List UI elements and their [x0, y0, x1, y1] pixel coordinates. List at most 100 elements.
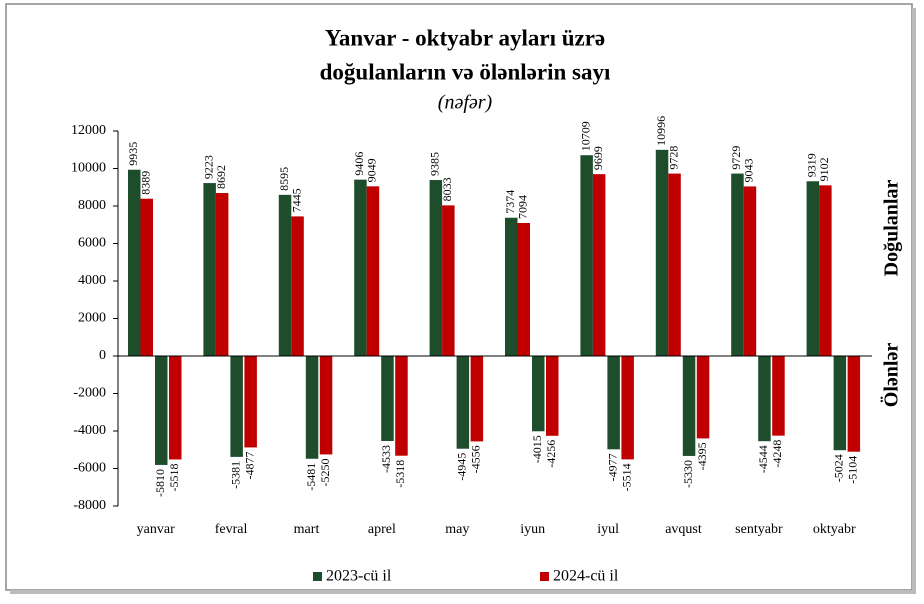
bar	[621, 356, 634, 460]
y-tick-label: 12000	[71, 123, 106, 138]
bar	[442, 205, 455, 356]
data-label: 8389	[139, 171, 153, 195]
bar	[517, 222, 530, 356]
bar	[169, 356, 182, 460]
data-label: -5518	[167, 463, 181, 491]
bar	[806, 181, 820, 356]
data-label: -5481	[304, 463, 318, 491]
data-label: -4977	[605, 453, 619, 481]
y-tick-label: 0	[99, 348, 106, 363]
data-label: -5330	[681, 460, 695, 488]
bar	[140, 198, 153, 356]
bar	[505, 217, 518, 356]
y-tick-label: 4000	[78, 273, 106, 288]
data-label: 8595	[277, 167, 291, 191]
data-label: 8033	[440, 177, 454, 201]
data-label: 7445	[289, 188, 303, 212]
bar	[319, 356, 333, 455]
side-label: Ölənlər	[880, 343, 903, 408]
data-label: 9043	[742, 158, 756, 182]
bar	[668, 173, 681, 356]
data-label: 9223	[201, 155, 215, 179]
x-tick-label: iyul	[597, 522, 619, 537]
bar	[366, 186, 380, 356]
x-tick-label: oktyabr	[813, 522, 856, 537]
data-label: 9319	[805, 153, 819, 177]
data-label: -5514	[619, 463, 633, 491]
bar	[429, 180, 443, 356]
frame-shadow	[10, 590, 916, 594]
bar	[696, 356, 710, 439]
bar	[682, 356, 696, 456]
chart-title: Yanvar - oktyabr ayları üzrə	[325, 25, 605, 50]
side-label: Doğulanlar	[881, 180, 903, 277]
bar	[278, 194, 292, 356]
bar	[847, 356, 861, 452]
legend-swatch	[540, 572, 549, 581]
frame	[5, 3, 913, 591]
bar	[456, 356, 470, 449]
bar	[758, 356, 771, 442]
legend-swatch	[313, 572, 322, 581]
bar	[203, 183, 216, 356]
data-label: -4877	[242, 451, 256, 479]
bar	[128, 169, 141, 356]
data-label: -4533	[379, 445, 393, 473]
data-label: 9729	[729, 146, 743, 170]
data-label: -5810	[153, 469, 167, 497]
bar	[655, 149, 669, 356]
bar	[354, 179, 367, 356]
bar	[470, 356, 484, 442]
data-label: 9049	[365, 158, 379, 182]
bar	[819, 185, 832, 356]
bar	[743, 186, 757, 356]
chart-subtitle: (nəfər)	[438, 92, 493, 114]
data-label: -4248	[770, 440, 784, 468]
y-tick-label: -8000	[73, 498, 106, 513]
chart-title: doğulanların və ölənlərin sayı	[320, 59, 611, 84]
x-tick-label: fevral	[215, 522, 248, 537]
bar	[546, 356, 559, 436]
data-label: -5024	[832, 454, 846, 482]
data-label: -5318	[393, 460, 407, 488]
frame-shadow	[912, 8, 916, 594]
data-label: 9406	[352, 152, 366, 176]
bar	[607, 356, 620, 450]
data-label: -4395	[695, 442, 709, 470]
bar	[381, 356, 394, 441]
x-tick-label: iyun	[520, 522, 545, 537]
x-tick-label: aprel	[368, 522, 396, 537]
bar	[592, 174, 606, 356]
data-label: -4544	[756, 445, 770, 473]
data-label: -4256	[544, 440, 558, 468]
data-label: 9385	[428, 152, 442, 176]
x-tick-label: sentyabr	[735, 522, 783, 537]
bar	[833, 356, 847, 451]
bar	[395, 356, 408, 456]
y-tick-label: -6000	[73, 461, 106, 476]
legend-label: 2024-cü il	[553, 568, 619, 585]
data-label: 9728	[666, 146, 680, 170]
data-label: 10996	[654, 116, 668, 146]
data-label: -5250	[318, 458, 332, 486]
bar	[305, 356, 319, 459]
bar	[230, 356, 243, 457]
bar	[244, 356, 257, 448]
x-tick-label: may	[445, 522, 469, 537]
bar	[215, 193, 229, 356]
bar	[155, 356, 168, 465]
data-label: 9102	[817, 157, 831, 181]
data-label: 9699	[591, 146, 605, 170]
x-tick-label: yanvar	[137, 522, 175, 537]
y-tick-label: 2000	[78, 311, 106, 326]
data-label: 10709	[578, 121, 592, 151]
data-label: -4945	[455, 453, 469, 481]
data-label: -4015	[530, 435, 544, 463]
y-tick-label: -2000	[73, 386, 106, 401]
data-label: -4556	[469, 445, 483, 473]
y-tick-label: -4000	[73, 423, 106, 438]
x-tick-label: mart	[294, 522, 320, 537]
bar	[731, 173, 744, 356]
y-tick-label: 6000	[78, 236, 106, 251]
